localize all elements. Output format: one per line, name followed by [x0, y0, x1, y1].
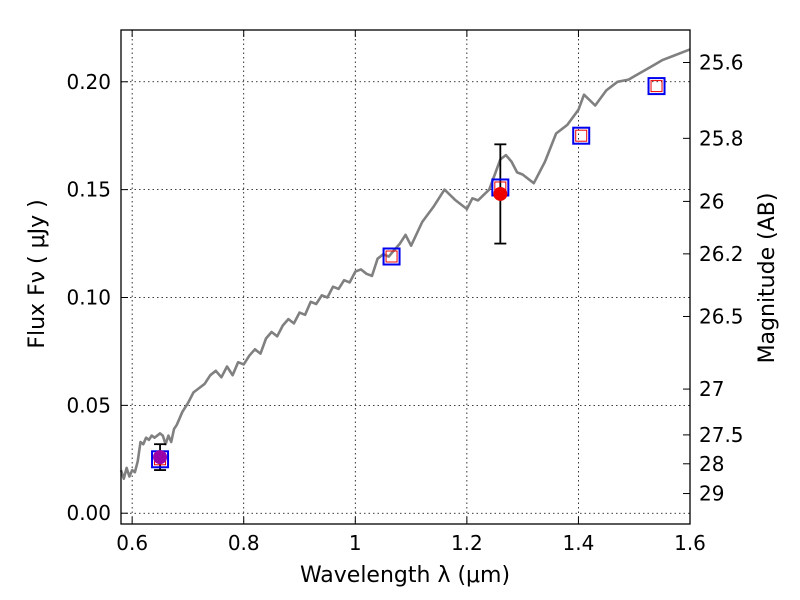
observed-point [493, 186, 508, 201]
x-tick-label: 1.4 [563, 531, 595, 555]
mag-tick-label: 29 [699, 482, 724, 506]
grid-lines [121, 30, 691, 524]
x-axis-label: Wavelength λ (μm) [300, 563, 510, 588]
y-tick-label: 0.20 [66, 70, 111, 94]
model-spectrum-layer [119, 48, 691, 481]
synthetic-marker-outer [382, 247, 401, 266]
synthetic-marker-inner [385, 250, 398, 263]
y-tick-label: 0.10 [66, 285, 111, 309]
y-tick-label: 0.05 [66, 393, 111, 417]
y-tick-label: 0.15 [66, 178, 111, 202]
x-tick-label: 0.6 [116, 531, 148, 555]
y-axis-label: Flux Fν ( μJy ) [25, 199, 50, 348]
y-tick-label: 0.00 [66, 501, 111, 525]
mag-tick-label: 26.2 [699, 242, 744, 266]
x-tick-label: 1.2 [451, 531, 483, 555]
mag-tick-label: 27.5 [699, 423, 744, 447]
synthetic-marker-inner [650, 80, 663, 93]
model-spectrum-line [119, 48, 691, 481]
mag-tick-label: 25.6 [699, 51, 744, 75]
y2-axis-label: Magnitude (AB) [755, 193, 780, 364]
mag-tick-label: 28 [699, 452, 724, 476]
observed-point [153, 450, 168, 465]
synthetic-marker-outer [647, 77, 666, 96]
x-tick-label: 1 [349, 531, 362, 555]
markers-layer [151, 77, 666, 471]
mag-tick-label: 25.8 [699, 126, 744, 150]
plot-frame [120, 29, 691, 525]
mag-tick-label: 26 [699, 189, 724, 213]
mag-tick-label: 26.5 [699, 304, 744, 328]
mag-tick-label: 27 [699, 377, 724, 401]
synthetic-marker-outer [572, 126, 591, 145]
ticks-layer: 0.6 0.8 1 1.2 1.4 1.6 0.00 0.05 0.10 0.15 0.20 25.6… [66, 30, 744, 555]
synthetic-marker-inner [575, 129, 588, 142]
x-tick-label: 0.8 [228, 531, 260, 555]
x-tick-label: 1.6 [674, 531, 706, 555]
